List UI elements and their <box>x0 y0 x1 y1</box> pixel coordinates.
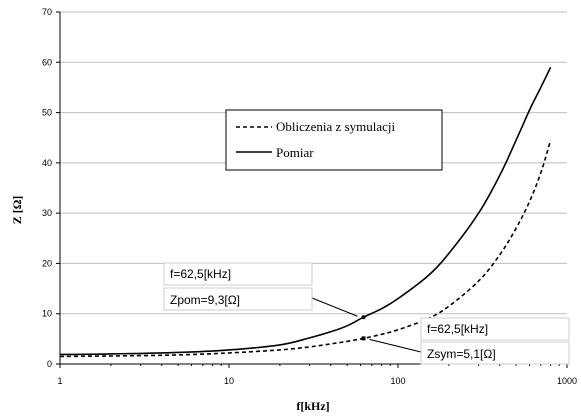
annotation-measurement-freq: f=62,5[kHz] <box>170 267 231 281</box>
y-tick-label: 50 <box>42 108 52 118</box>
x-tick-labels: 1 10 100 1000 <box>57 376 577 386</box>
y-tick-label: 30 <box>42 208 52 218</box>
annotation-measurement-leader <box>311 297 358 317</box>
annotation-simulation-freq: f=62,5[kHz] <box>427 322 488 336</box>
annotation-simulation-box-1 <box>420 317 570 341</box>
series-line-measurement <box>59 66 552 356</box>
x-tick-label: 100 <box>390 376 405 386</box>
gridlines <box>56 11 567 365</box>
annotation-simulation-box-2 <box>420 341 570 365</box>
x-axis-title: f[kHz] <box>296 399 329 413</box>
y-tick-labels: 0 10 20 30 40 50 60 70 <box>42 7 52 369</box>
annotation-simulation-leader <box>369 338 422 353</box>
annotations <box>311 297 422 353</box>
y-tick-label: 0 <box>47 359 52 369</box>
y-tick-label: 10 <box>42 309 52 319</box>
annotation-measurement-value: Zpom=9,3[Ω] <box>170 293 240 307</box>
x-tick-label: 10 <box>224 376 234 386</box>
annotation-measurement-box-1 <box>163 262 313 286</box>
annotation-simulation-marker <box>361 336 366 341</box>
legend: Obliczenia z symulacji Pomiar <box>225 109 443 171</box>
series-lines <box>59 66 552 358</box>
y-tick-label: 60 <box>42 57 52 67</box>
x-tick-label: 1 <box>57 376 62 386</box>
series-line-simulation <box>59 139 552 358</box>
y-axis-title: Z [Ω] <box>10 196 24 225</box>
axes <box>59 12 568 368</box>
y-tick-label: 70 <box>42 7 52 17</box>
annotation-simulation: f=62,5[kHz] Zsym=5,1[Ω] <box>420 317 570 365</box>
y-tick-label: 40 <box>42 158 52 168</box>
legend-label-simulation: Obliczenia z symulacji <box>276 119 396 134</box>
legend-box <box>225 109 443 171</box>
annotation-measurement: f=62,5[kHz] Zpom=9,3[Ω] <box>163 262 313 311</box>
annotation-simulation-value: Zsym=5,1[Ω] <box>427 347 496 361</box>
annotation-measurement-marker <box>361 315 366 320</box>
y-tick-label: 20 <box>42 258 52 268</box>
x-tick-label: 1000 <box>557 376 577 386</box>
annotation-measurement-box-2 <box>163 287 313 311</box>
legend-label-measurement: Pomiar <box>276 145 314 160</box>
